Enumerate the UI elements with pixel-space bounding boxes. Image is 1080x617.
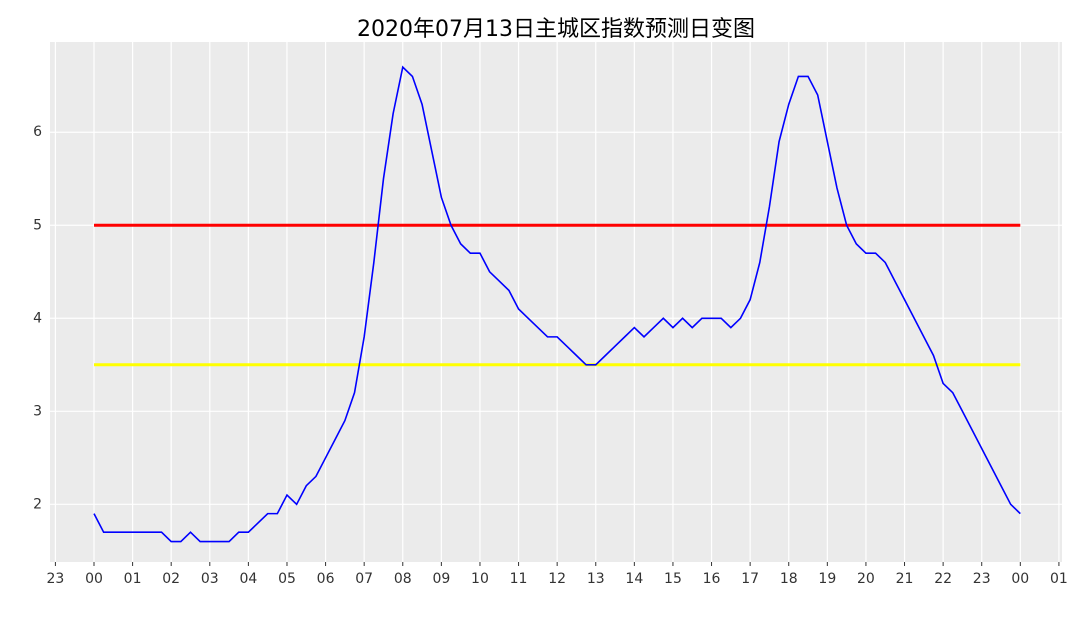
x-tick-label: 23: [46, 571, 64, 587]
x-tick-label: 03: [201, 571, 219, 587]
x-tick-label: 15: [664, 571, 682, 587]
x-tick-label: 07: [355, 571, 373, 587]
x-tick-label: 16: [703, 571, 721, 587]
x-tick-label: 21: [896, 571, 914, 587]
x-tick-label: 20: [857, 571, 875, 587]
x-tick-label: 09: [432, 571, 450, 587]
x-tick-label: 01: [1050, 571, 1068, 587]
x-tick-label: 18: [780, 571, 798, 587]
panel: [50, 42, 1062, 562]
y-tick-label: 3: [33, 403, 42, 419]
x-tick-label: 05: [278, 571, 296, 587]
y-tick-label: 6: [33, 124, 42, 140]
data-line: [93, 65, 1021, 543]
y-tick-label: 4: [33, 310, 42, 326]
x-tick-label: 08: [394, 571, 412, 587]
x-tick-label: 23: [973, 571, 991, 587]
x-tick-label: 00: [85, 571, 103, 587]
x-tick-label: 17: [741, 571, 759, 587]
x-tick-label: 13: [587, 571, 605, 587]
x-tick-label: 22: [934, 571, 952, 587]
x-tick-label: 10: [471, 571, 489, 587]
chart-title: 2020年07月13日主城区指数预测日变图: [357, 17, 755, 42]
x-tick-label: 01: [124, 571, 142, 587]
x-tick-label: 04: [239, 571, 257, 587]
x-tick-label: 00: [1011, 571, 1029, 587]
y-tick-label: 2: [33, 496, 42, 512]
x-tick-label: 12: [548, 571, 566, 587]
x-tick-label: 06: [317, 571, 335, 587]
y-tick-label: 5: [33, 217, 42, 233]
x-tick-label: 14: [625, 571, 643, 587]
x-tick-label: 02: [162, 571, 180, 587]
x-tick-label: 19: [818, 571, 836, 587]
x-tick-label: 11: [510, 571, 528, 587]
